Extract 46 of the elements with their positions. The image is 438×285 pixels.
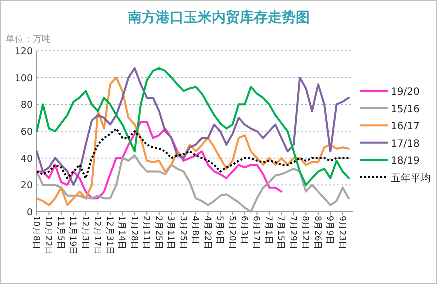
x-tick-label: 9月23日 bbox=[336, 216, 347, 250]
legend-label: 15/16 bbox=[391, 104, 420, 116]
y-tick-label: 60 bbox=[20, 127, 33, 138]
legend-label: 17/18 bbox=[391, 138, 420, 150]
y-axis-title: 单位：万吨 bbox=[6, 34, 51, 45]
legend-label: 五年平均 bbox=[391, 172, 431, 184]
line-series bbox=[36, 76, 350, 206]
y-tick-label: 20 bbox=[20, 180, 33, 192]
x-tick-label: 2月25日 bbox=[153, 216, 164, 250]
x-tick-label: 12月31日 bbox=[104, 216, 114, 256]
y-tick-label: 120 bbox=[14, 46, 33, 58]
line-series bbox=[36, 67, 350, 186]
x-tick-label: 10月22日 bbox=[43, 216, 54, 256]
x-tick-label: 6月3日 bbox=[239, 216, 249, 245]
x-tick-label: 8月12日 bbox=[300, 216, 310, 250]
x-tick-label: 5月20日 bbox=[226, 216, 237, 250]
legend-label: 16/17 bbox=[391, 122, 420, 133]
x-tick-label: 11月5日 bbox=[55, 216, 66, 250]
x-tick-label: 9月9日 bbox=[324, 216, 335, 245]
x-tick-label: 11月19日 bbox=[68, 216, 78, 256]
x-tick-label: 5月6日 bbox=[214, 216, 225, 245]
legend-label: 18/19 bbox=[391, 156, 420, 168]
line-series bbox=[36, 121, 283, 200]
x-tick-label: 7月29日 bbox=[288, 216, 298, 250]
line-series bbox=[36, 154, 350, 213]
x-tick-label: 7月1日 bbox=[263, 216, 274, 245]
x-tick-label: 10月8日 bbox=[31, 216, 41, 250]
x-tick-label: 3月11日 bbox=[166, 216, 176, 250]
line-series bbox=[36, 128, 350, 180]
legend-label: 19/20 bbox=[391, 87, 420, 98]
chart-title: 南方港口玉米内贸库存走势图 bbox=[127, 9, 310, 26]
x-tick-label: 1月14日 bbox=[116, 216, 127, 250]
x-tick-label: 12月3日 bbox=[80, 216, 90, 250]
x-tick-label: 12月17日 bbox=[92, 216, 102, 256]
x-tick-label: 6月17日 bbox=[251, 216, 262, 250]
x-tick-label: 4月22日 bbox=[202, 216, 212, 250]
x-tick-label: 8月26日 bbox=[312, 216, 322, 250]
y-tick-label: 0 bbox=[26, 208, 33, 218]
y-tick-label: 80 bbox=[20, 100, 33, 112]
x-tick-label: 2月11日 bbox=[141, 216, 152, 250]
x-tick-label: 3月25日 bbox=[178, 216, 188, 250]
x-tick-label: 4月8日 bbox=[190, 216, 200, 245]
y-tick-label: 40 bbox=[20, 154, 33, 165]
x-tick-label: 7月15日 bbox=[276, 216, 286, 250]
y-tick-label: 100 bbox=[14, 73, 33, 84]
x-tick-label: 1月28日 bbox=[128, 216, 139, 250]
